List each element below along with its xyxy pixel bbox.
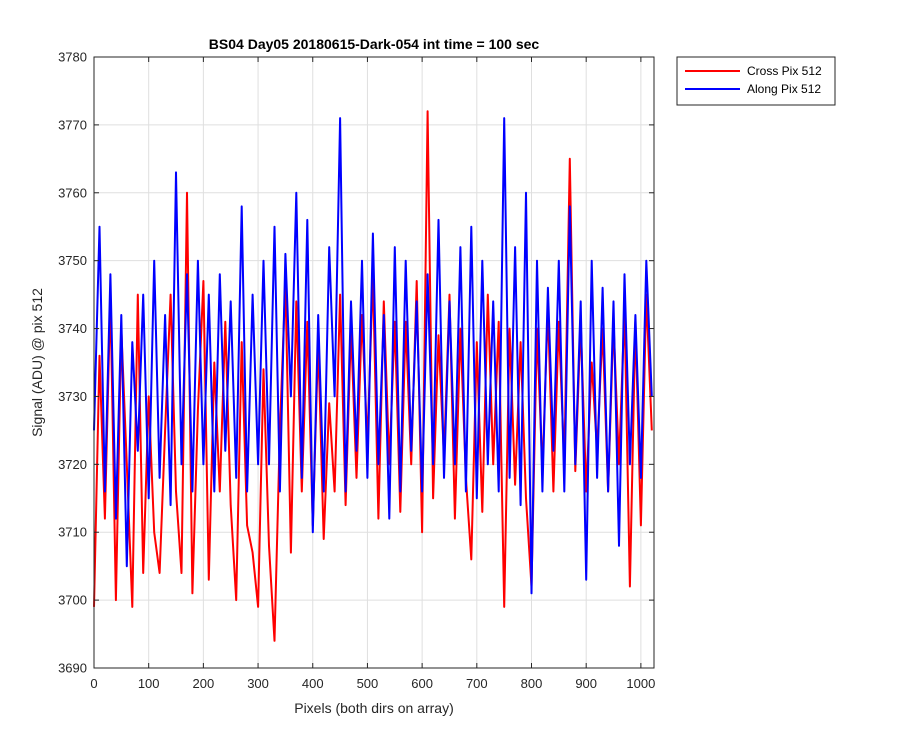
ticks: 0 100 200 300 400 500 600 700 800 900 1000 3690 3700… [58, 50, 655, 692]
y-tick-label: 3760 [58, 185, 87, 200]
x-tick-label: 0 [90, 676, 97, 691]
y-tick-label: 3700 [58, 593, 87, 608]
x-tick-label: 200 [193, 676, 215, 691]
legend-label-1: Along Pix 512 [747, 82, 821, 96]
x-tick-label: 800 [521, 676, 543, 691]
series-layer [93, 110, 653, 642]
y-tick-label: 3730 [58, 389, 87, 404]
x-tick-label: 700 [466, 676, 488, 691]
y-tick-label: 3690 [58, 661, 87, 676]
y-tick-label: 3740 [58, 321, 87, 336]
x-axis-label: Pixels (both dirs on array) [294, 700, 454, 716]
y-tick-label: 3710 [58, 525, 87, 540]
legend: Cross Pix 512 Along Pix 512 [676, 56, 836, 106]
series-line-0 [93, 110, 653, 642]
x-tick-label: 900 [575, 676, 597, 691]
legend-label-0: Cross Pix 512 [747, 64, 822, 78]
x-tick-label: 400 [302, 676, 324, 691]
chart-title: BS04 Day05 20180615-Dark-054 int time = … [209, 36, 540, 52]
y-tick-label: 3720 [58, 457, 87, 472]
legend-box [676, 56, 836, 106]
y-tick-label: 3750 [58, 253, 87, 268]
y-axis-label: Signal (ADU) @ pix 512 [29, 288, 45, 437]
x-tick-label: 100 [138, 676, 160, 691]
axes-box [93, 56, 655, 669]
grid [94, 57, 654, 668]
series-line-1 [93, 117, 653, 595]
x-tick-label: 300 [247, 676, 269, 691]
x-tick-label: 500 [357, 676, 379, 691]
x-tick-label: 1000 [626, 676, 655, 691]
y-tick-label: 3770 [58, 117, 87, 132]
x-tick-label: 600 [411, 676, 433, 691]
y-tick-label: 3780 [58, 50, 87, 65]
